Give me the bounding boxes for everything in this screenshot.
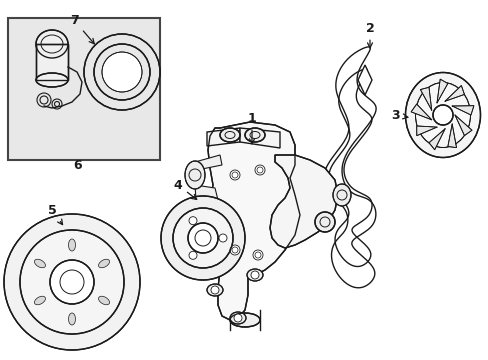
Circle shape: [314, 212, 334, 232]
Polygon shape: [206, 128, 240, 146]
Circle shape: [84, 34, 160, 110]
Circle shape: [173, 208, 232, 268]
Circle shape: [234, 314, 242, 322]
Text: 5: 5: [47, 203, 62, 225]
Polygon shape: [410, 104, 431, 120]
Circle shape: [189, 251, 197, 259]
Ellipse shape: [184, 161, 204, 189]
Polygon shape: [451, 106, 473, 115]
Circle shape: [20, 230, 124, 334]
Circle shape: [252, 250, 263, 260]
Text: 4: 4: [173, 179, 196, 199]
Ellipse shape: [246, 269, 263, 281]
Ellipse shape: [220, 128, 240, 142]
Circle shape: [102, 52, 142, 92]
Circle shape: [50, 260, 94, 304]
Polygon shape: [436, 79, 447, 103]
Text: 2: 2: [365, 22, 374, 48]
Circle shape: [187, 223, 218, 253]
Ellipse shape: [206, 284, 223, 296]
Ellipse shape: [99, 259, 109, 268]
Ellipse shape: [36, 30, 68, 58]
Circle shape: [254, 165, 264, 175]
Ellipse shape: [405, 72, 480, 158]
Polygon shape: [357, 65, 371, 95]
Circle shape: [210, 286, 219, 294]
Circle shape: [161, 196, 244, 280]
Polygon shape: [195, 155, 222, 170]
Polygon shape: [416, 126, 436, 136]
Ellipse shape: [34, 259, 45, 268]
Polygon shape: [195, 185, 218, 200]
Polygon shape: [207, 122, 299, 320]
Text: 3: 3: [390, 108, 407, 122]
Circle shape: [4, 214, 140, 350]
Polygon shape: [454, 115, 471, 136]
Ellipse shape: [244, 128, 264, 142]
Ellipse shape: [415, 82, 469, 148]
Polygon shape: [428, 129, 444, 150]
Polygon shape: [269, 155, 337, 248]
Circle shape: [229, 245, 240, 255]
Text: 7: 7: [70, 14, 94, 44]
Ellipse shape: [36, 73, 68, 87]
Polygon shape: [36, 44, 68, 80]
Polygon shape: [447, 124, 456, 148]
Ellipse shape: [68, 313, 75, 325]
Polygon shape: [240, 128, 280, 148]
Circle shape: [94, 44, 150, 100]
Ellipse shape: [229, 312, 245, 324]
Polygon shape: [444, 86, 464, 101]
Circle shape: [250, 271, 259, 279]
Ellipse shape: [332, 184, 350, 206]
Circle shape: [229, 170, 240, 180]
Circle shape: [432, 105, 452, 125]
Circle shape: [189, 217, 197, 225]
Text: 1: 1: [247, 112, 256, 144]
Ellipse shape: [34, 296, 45, 305]
Text: 6: 6: [74, 158, 82, 171]
Ellipse shape: [68, 239, 75, 251]
Ellipse shape: [229, 313, 260, 327]
Polygon shape: [420, 87, 431, 110]
Bar: [8, 18, 160, 160]
Circle shape: [219, 234, 226, 242]
Ellipse shape: [99, 296, 109, 305]
